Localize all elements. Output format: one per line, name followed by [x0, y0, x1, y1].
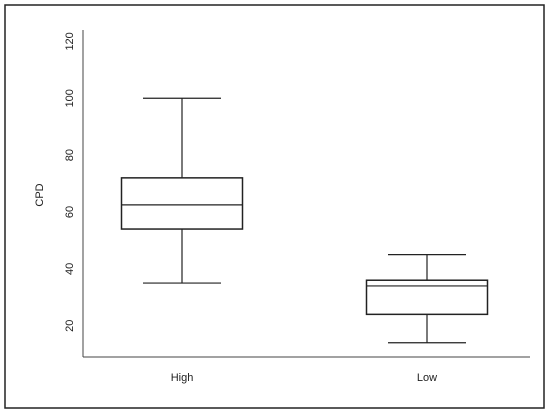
y-axis-label: CPD	[34, 183, 46, 206]
y-tick-label: 60	[64, 206, 76, 218]
y-tick-label: 20	[64, 320, 76, 332]
y-tick-label: 80	[64, 149, 76, 161]
y-tick-label: 100	[64, 89, 76, 107]
box	[120, 177, 244, 230]
y-tick-label: 40	[64, 263, 76, 275]
x-tick-label: Low	[417, 372, 437, 384]
frame	[4, 4, 545, 409]
x-tick-label: High	[171, 372, 194, 384]
y-tick-label: 120	[64, 32, 76, 50]
box	[365, 279, 489, 316]
